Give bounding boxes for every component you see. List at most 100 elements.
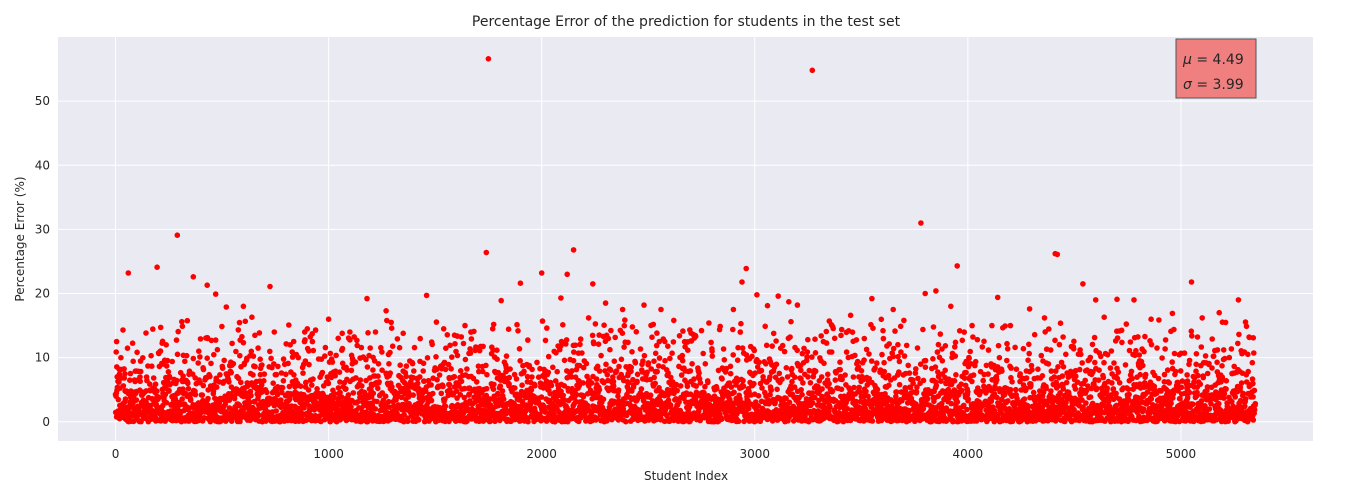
data-point [140,355,146,361]
data-point [1113,390,1119,397]
data-point [179,318,185,325]
data-point [667,402,674,408]
data-point [358,344,365,351]
data-point [774,386,780,393]
data-point [538,394,545,400]
data-point [654,368,660,375]
data-point [856,384,862,391]
data-point [122,396,129,402]
data-point [792,374,798,381]
data-point [336,369,343,376]
data-point [200,366,207,373]
data-point [286,383,293,390]
data-point [506,374,513,381]
data-point [857,389,863,395]
data-point [512,385,518,391]
data-point [115,396,122,403]
data-point [354,399,361,405]
data-point [709,353,716,359]
data-point [401,412,408,418]
data-point [309,382,315,388]
data-point [982,398,989,405]
data-point [879,351,885,358]
data-point [250,372,256,378]
data-point [673,381,680,388]
data-point [723,365,730,372]
data-point [221,357,227,364]
data-point [364,364,371,370]
data-point [461,394,468,401]
data-point [121,366,127,372]
data-point [473,344,479,350]
data-point [920,326,926,333]
data-point [406,390,412,397]
data-point [823,340,830,346]
data-point [309,331,316,337]
data-point [936,374,942,380]
data-point [701,390,707,396]
data-point [939,358,946,364]
data-point [1136,352,1143,358]
data-point [791,384,798,390]
data-point [457,368,464,374]
data-point [517,358,523,364]
data-point [890,345,897,352]
data-point [521,368,527,375]
data-point [1115,369,1122,375]
data-point [476,385,483,392]
data-point [603,361,609,368]
data-point [988,398,995,405]
data-point [838,326,845,333]
data-point [322,344,329,351]
data-point [118,354,124,361]
data-point [751,380,757,387]
data-point [667,355,673,362]
data-point [989,322,995,329]
data-point [784,374,791,380]
data-point [650,321,657,328]
data-point [433,366,440,373]
data-point [935,341,942,348]
data-point [208,360,214,367]
data-point [839,376,845,383]
data-point [1125,386,1132,393]
data-point [113,349,119,355]
data-point [133,397,140,403]
data-point [446,382,453,388]
data-point [689,361,695,367]
data-point [250,353,257,360]
data-point [740,383,747,390]
data-point [159,338,166,345]
data-point [207,373,213,380]
data-point [1001,392,1008,398]
data-point [708,339,714,346]
data-point [283,371,289,378]
data-point [769,343,775,349]
data-point [1005,398,1011,404]
data-point [651,358,657,365]
data-point [838,386,845,393]
data-point [184,317,191,324]
data-point [519,382,525,389]
data-point [1060,386,1067,392]
data-point [756,359,762,366]
data-point [1133,347,1139,354]
data-point [799,350,806,357]
data-point [179,396,185,402]
data-point [460,340,467,347]
data-point [197,336,204,342]
data-point [1031,331,1038,338]
data-point [752,370,758,376]
data-point [338,394,345,400]
data-point [219,365,226,372]
data-point [403,363,410,369]
data-point [425,377,432,384]
data-point [475,363,482,370]
data-point [163,342,169,348]
data-point [1114,335,1121,341]
data-point [679,352,686,359]
data-point [763,361,769,367]
data-point [248,348,255,355]
data-point [593,376,600,382]
